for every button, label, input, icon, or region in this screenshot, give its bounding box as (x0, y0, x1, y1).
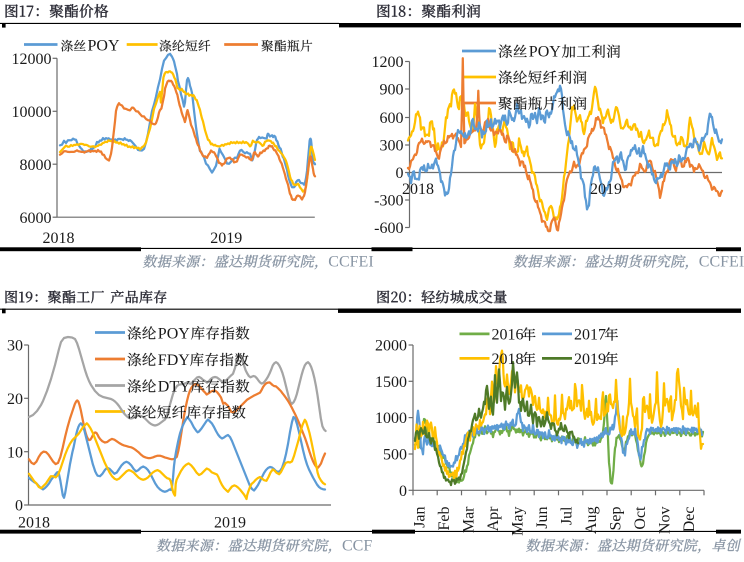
svg-text:POY: POY (88, 38, 120, 55)
svg-text:POY: POY (158, 326, 190, 343)
svg-text:Jul: Jul (559, 506, 576, 525)
svg-text:Aug: Aug (583, 507, 600, 535)
svg-text:2019: 2019 (590, 181, 622, 198)
svg-text:CCF: CCF (342, 538, 372, 555)
svg-text:2019: 2019 (574, 351, 606, 368)
svg-text:8000: 8000 (20, 157, 52, 174)
svg-text:2018: 2018 (43, 230, 75, 247)
svg-text:500: 500 (383, 447, 407, 464)
svg-text:900: 900 (380, 82, 404, 99)
svg-text:1500: 1500 (375, 374, 407, 391)
svg-text:-300: -300 (374, 193, 403, 210)
svg-text:2018: 2018 (18, 514, 50, 531)
svg-text:10: 10 (7, 444, 23, 461)
svg-text:FDY: FDY (158, 352, 190, 369)
svg-text:2019: 2019 (214, 514, 246, 531)
svg-text:1200: 1200 (372, 54, 404, 71)
svg-text:1000: 1000 (375, 410, 407, 427)
svg-text:2018: 2018 (492, 351, 524, 368)
svg-text:Apr: Apr (485, 506, 502, 532)
svg-text:6000: 6000 (20, 210, 52, 227)
svg-text:30: 30 (7, 338, 23, 355)
svg-text:-600: -600 (374, 220, 403, 237)
svg-text:0: 0 (399, 483, 407, 500)
svg-text:0: 0 (15, 498, 23, 515)
svg-text:DTY: DTY (158, 379, 191, 396)
svg-text:Oct: Oct (632, 506, 649, 530)
svg-text:20: 20 (7, 391, 23, 408)
svg-text:2019: 2019 (210, 230, 242, 247)
svg-text:POY: POY (529, 44, 561, 61)
svg-text:600: 600 (380, 110, 404, 127)
svg-text:CCFEI: CCFEI (699, 254, 744, 271)
svg-text:2016: 2016 (492, 327, 524, 344)
svg-text:Mar: Mar (460, 506, 477, 533)
svg-text:CCFEI: CCFEI (328, 254, 373, 271)
svg-text:Jan: Jan (411, 507, 428, 528)
svg-text:2017: 2017 (574, 327, 606, 344)
svg-text:2018: 2018 (402, 181, 434, 198)
svg-text:Nov: Nov (657, 507, 674, 535)
svg-text:2000: 2000 (375, 338, 407, 355)
svg-text:Feb: Feb (436, 507, 453, 531)
svg-text:Sep: Sep (608, 507, 625, 531)
svg-text:12000: 12000 (12, 51, 52, 68)
svg-text:Dec: Dec (681, 507, 698, 533)
svg-text:0: 0 (396, 165, 404, 182)
svg-text:10000: 10000 (12, 104, 52, 121)
svg-text:Jun: Jun (534, 507, 551, 529)
svg-text:May: May (509, 507, 526, 536)
svg-text:300: 300 (380, 138, 404, 155)
